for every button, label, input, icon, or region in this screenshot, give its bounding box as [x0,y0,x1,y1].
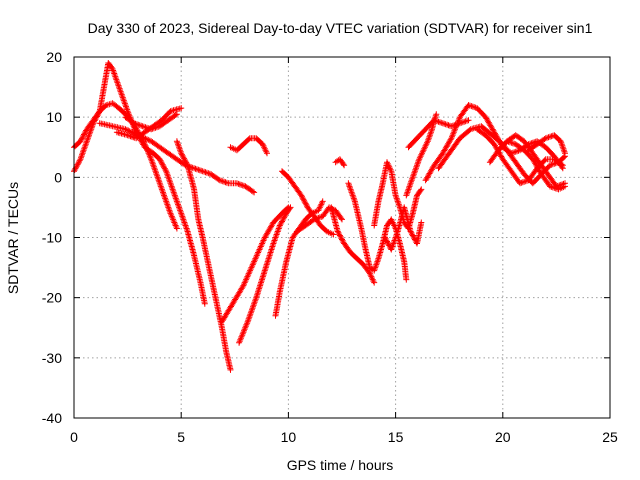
series-arc-q [381,204,425,253]
series-arc-f [173,138,234,373]
series-arc-u [435,123,568,187]
x-axis-label: GPS time / hours [287,457,394,473]
axes: 0 5 10 15 20 25 -40 -30 -20 -10 0 10 20 [42,49,618,445]
x-tick-label: 5 [177,429,185,445]
series-arc-y [525,132,568,157]
series-arc-h [236,204,294,346]
series-markers [71,60,208,307]
x-tick-label: 10 [281,429,297,445]
chart-title: Day 330 of 2023, Sidereal Day-to-day VTE… [88,20,593,36]
y-tick-label: 20 [46,49,62,65]
y-tick-label: -30 [42,350,62,366]
series-arc-s [405,117,472,151]
x-tick-label: 15 [388,429,404,445]
series-arc-n [328,204,378,286]
series-markers [218,204,292,325]
series-markers [381,204,425,253]
series-arc-j [272,198,326,319]
series-arc-b [71,60,208,307]
series-arc-m [332,156,348,169]
series-arc-g [218,204,292,325]
series-arc-k [279,168,337,238]
y-tick-label: -20 [42,290,62,306]
series-markers [403,111,440,199]
series-markers [96,120,258,196]
y-tick-label: 10 [46,109,62,125]
series-arc-e [122,111,180,133]
series-arc-l [294,204,345,235]
plot-area [71,60,568,373]
series-markers [227,135,270,157]
series-arc-w [486,132,568,190]
series-markers [236,204,294,346]
series-markers [173,138,234,373]
y-tick-label: 0 [54,169,62,185]
y-tick-label: -10 [42,230,62,246]
series-markers [122,111,180,133]
series-markers [525,132,568,157]
series-markers [294,204,345,235]
x-tick-label: 0 [70,429,78,445]
series-arc-c [96,120,258,196]
series-markers [332,156,348,169]
y-tick-label: -40 [42,410,62,426]
x-tick-label: 25 [602,429,618,445]
series-markers [435,123,568,187]
series-markers [405,117,472,151]
series-arc-i [227,135,270,157]
series-markers [504,138,568,193]
series-arc-x [504,138,568,193]
y-axis-label: SDTVAR / TECUs [5,182,21,294]
series-markers [328,204,378,286]
series-arc-r [403,111,440,199]
series-markers [486,132,568,190]
series-markers [272,198,326,319]
x-tick-label: 20 [495,429,511,445]
series-markers [279,168,337,238]
